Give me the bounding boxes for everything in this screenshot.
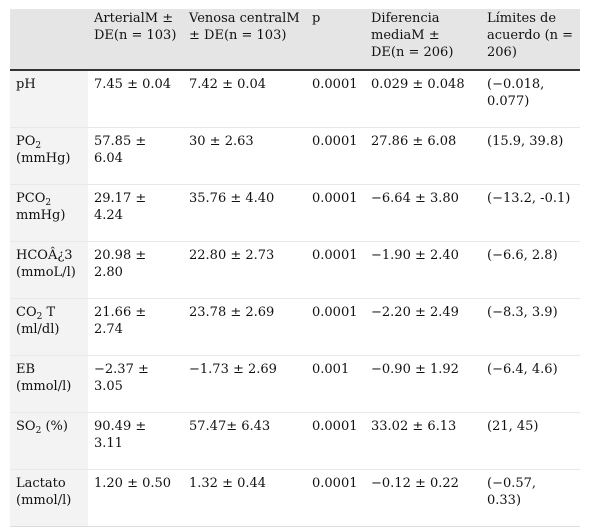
- parameter-suffix: T: [42, 305, 56, 320]
- parameter-main: pH: [16, 77, 36, 92]
- parameter-unit: mmHg): [16, 208, 66, 223]
- parameter-name: CO2 T: [16, 304, 82, 322]
- table-row: PO2 (mmHg) 57.85 ± 6.04 30 ± 2.63 0.0001 27.8…: [10, 127, 580, 185]
- difference-cell: −0.12 ± 0.22: [365, 469, 481, 527]
- arterial-cell: 29.17 ± 4.24: [88, 184, 183, 242]
- header-cell-limits: Límites de acuerdo (n = 206): [481, 9, 580, 71]
- table-row: SO2 (%) 90.49 ± 3.11 57.47± 6.43 0.0001 33.0…: [10, 412, 580, 470]
- parameter-main: SO: [16, 419, 36, 434]
- parameter-cell: EB (mmol/l): [10, 355, 88, 413]
- limits-cell: (15.9, 39.8): [481, 127, 580, 185]
- header-cell-arterial: ArterialM ± DE(n = 103): [88, 9, 183, 71]
- header-cell-parameter: [10, 9, 88, 71]
- venosa-cell: 30 ± 2.63: [183, 127, 306, 185]
- parameter-main: CO: [16, 305, 37, 320]
- parameter-main: EB: [16, 362, 36, 377]
- p-value-cell: 0.0001: [306, 127, 365, 185]
- arterial-cell: 7.45 ± 0.04: [88, 70, 183, 128]
- table-row: PCO2 mmHg) 29.17 ± 4.24 35.76 ± 4.40 0.0001−…: [10, 184, 580, 242]
- difference-cell: −0.90 ± 1.92: [365, 355, 481, 413]
- table-row: Lactato (mmol/l) 1.20 ± 0.50 1.32 ± 0.44 0.0…: [10, 469, 580, 527]
- arterial-cell: 20.98 ± 2.80: [88, 241, 183, 299]
- limits-cell: (−6.6, 2.8): [481, 241, 580, 299]
- parameter-name: pH: [16, 76, 82, 93]
- parameter-unit: (mmHg): [16, 151, 71, 166]
- table-body: pH 7.45 ± 0.04 7.42 ± 0.04 0.0001 0.029 ± 0.…: [10, 70, 580, 527]
- parameter-subscript: 2: [35, 141, 42, 151]
- difference-cell: −1.90 ± 2.40: [365, 241, 481, 299]
- parameter-main: Lactato: [16, 476, 66, 491]
- difference-cell: 33.02 ± 6.13: [365, 412, 481, 470]
- limits-cell: (−0.57, 0.33): [481, 469, 580, 527]
- limits-cell: (−13.2, -0.1): [481, 184, 580, 242]
- limits-cell: (−6.4, 4.6): [481, 355, 580, 413]
- parameter-subscript: 2: [35, 426, 42, 436]
- venosa-cell: 23.78 ± 2.69: [183, 298, 306, 356]
- p-value-cell: 0.0001: [306, 184, 365, 242]
- header-row: ArterialM ± DE(n = 103) Venosa centralM …: [10, 9, 580, 71]
- parameter-unit: (mmol/l): [16, 493, 72, 508]
- parameter-main: HCOÂ¿3: [16, 248, 73, 263]
- parameter-name: EB: [16, 361, 82, 378]
- parameter-unit: (mmoL/l): [16, 265, 76, 280]
- table-row: EB (mmol/l) −2.37 ± 3.05 −1.73 ± 2.69 0.001−…: [10, 355, 580, 413]
- parameter-name: SO2 (%): [16, 418, 82, 436]
- arterial-cell: −2.37 ± 3.05: [88, 355, 183, 413]
- parameter-cell: PCO2 mmHg): [10, 184, 88, 242]
- header-cell-p: p: [306, 9, 365, 71]
- arterial-cell: 21.66 ± 2.74: [88, 298, 183, 356]
- parameter-cell: Lactato (mmol/l): [10, 469, 88, 527]
- parameter-name: Lactato: [16, 475, 82, 492]
- parameter-main: PO: [16, 134, 36, 149]
- parameter-suffix: (%): [41, 419, 68, 434]
- parameter-cell: SO2 (%): [10, 412, 88, 470]
- data-table: ArterialM ± DE(n = 103) Venosa centralM …: [10, 9, 580, 527]
- p-value-cell: 0.0001: [306, 241, 365, 299]
- arterial-cell: 1.20 ± 0.50: [88, 469, 183, 527]
- arterial-cell: 57.85 ± 6.04: [88, 127, 183, 185]
- p-value-cell: 0.0001: [306, 412, 365, 470]
- parameter-unit: (mmol/l): [16, 379, 72, 394]
- parameter-subscript: 2: [36, 312, 43, 322]
- table-header: ArterialM ± DE(n = 103) Venosa centralM …: [10, 9, 580, 71]
- parameter-cell: CO2 T (ml/dl): [10, 298, 88, 356]
- difference-cell: 0.029 ± 0.048: [365, 70, 481, 128]
- parameter-name: HCOÂ¿3: [16, 247, 82, 264]
- table-row: CO2 T (ml/dl) 21.66 ± 2.74 23.78 ± 2.69 0.00…: [10, 298, 580, 356]
- limits-cell: (−0.018, 0.077): [481, 70, 580, 128]
- parameter-subscript: 2: [45, 198, 52, 208]
- venosa-cell: 7.42 ± 0.04: [183, 70, 306, 128]
- parameter-name: PCO2: [16, 190, 82, 208]
- header-cell-venosa: Venosa centralM ± DE(n = 103): [183, 9, 306, 71]
- arterial-cell: 90.49 ± 3.11: [88, 412, 183, 470]
- parameter-cell: HCOÂ¿3 (mmoL/l): [10, 241, 88, 299]
- difference-cell: −6.64 ± 3.80: [365, 184, 481, 242]
- venosa-cell: 57.47± 6.43: [183, 412, 306, 470]
- limits-cell: (−8.3, 3.9): [481, 298, 580, 356]
- limits-cell: (21, 45): [481, 412, 580, 470]
- parameter-cell: PO2 (mmHg): [10, 127, 88, 185]
- venosa-cell: 22.80 ± 2.73: [183, 241, 306, 299]
- table-row: HCOÂ¿3 (mmoL/l) 20.98 ± 2.80 22.80 ± 2.73 0.…: [10, 241, 580, 299]
- p-value-cell: 0.0001: [306, 298, 365, 356]
- parameter-main: PCO: [16, 191, 46, 206]
- venosa-cell: −1.73 ± 2.69: [183, 355, 306, 413]
- parameter-unit: (ml/dl): [16, 322, 60, 337]
- venosa-cell: 1.32 ± 0.44: [183, 469, 306, 527]
- table-row: pH 7.45 ± 0.04 7.42 ± 0.04 0.0001 0.029 ± 0.…: [10, 70, 580, 128]
- header-cell-difference: Diferencia mediaM ± DE(n = 206): [365, 9, 481, 71]
- p-value-cell: 0.0001: [306, 70, 365, 128]
- p-value-cell: 0.001: [306, 355, 365, 413]
- venosa-cell: 35.76 ± 4.40: [183, 184, 306, 242]
- parameter-cell: pH: [10, 70, 88, 128]
- difference-cell: −2.20 ± 2.49: [365, 298, 481, 356]
- parameter-name: PO2: [16, 133, 82, 151]
- difference-cell: 27.86 ± 6.08: [365, 127, 481, 185]
- p-value-cell: 0.0001: [306, 469, 365, 527]
